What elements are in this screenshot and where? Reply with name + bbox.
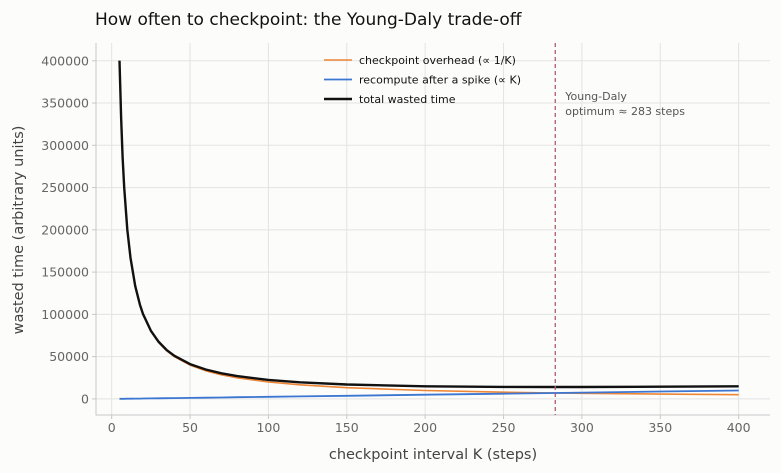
optimum-label: Young-Daly (564, 90, 627, 103)
axes: 0 50 100 150 200 250 300 350 400 0 50000 100000 1500… (41, 43, 770, 435)
x-tick-label: 300 (570, 420, 594, 435)
x-tick-label: 200 (413, 420, 437, 435)
x-tick-label: 0 (108, 420, 116, 435)
series-layer (118, 60, 739, 400)
legend-label: total wasted time (359, 93, 456, 106)
x-tick-label: 350 (648, 420, 672, 435)
y-tick-label: 350000 (41, 96, 89, 111)
y-tick-label: 150000 (41, 265, 89, 280)
axis-spines (95, 43, 770, 416)
y-tick-label: 0 (81, 391, 89, 406)
x-tick-label: 100 (256, 420, 280, 435)
y-tick-label: 100000 (41, 307, 89, 322)
x-tick-label: 250 (492, 420, 516, 435)
chart-title: How often to checkpoint: the Young-Daly … (95, 10, 523, 30)
x-tick-label: 50 (182, 420, 198, 435)
y-axis-label: wasted time (arbitrary units) (11, 126, 27, 335)
series-line-3 (118, 60, 739, 389)
grid (96, 43, 770, 415)
y-tick-label: 300000 (41, 138, 89, 153)
optimum-label-value: optimum ≈ 283 steps (565, 105, 685, 118)
y-tick-label: 200000 (41, 222, 89, 237)
legend: checkpoint overhead (∝ 1/K) recompute aft… (324, 54, 521, 106)
x-tick-label: 150 (335, 420, 359, 435)
series-line-2 (119, 389, 739, 400)
legend-label: recompute after a spike (∝ K) (359, 74, 521, 87)
x-axis-label: checkpoint interval K (steps) (329, 447, 537, 463)
x-tick-label: 400 (727, 420, 751, 435)
legend-label: checkpoint overhead (∝ 1/K) (359, 54, 516, 67)
y-tick-label: 250000 (41, 180, 89, 195)
y-tick-label: 50000 (49, 349, 89, 364)
y-tick-label: 400000 (41, 53, 89, 68)
